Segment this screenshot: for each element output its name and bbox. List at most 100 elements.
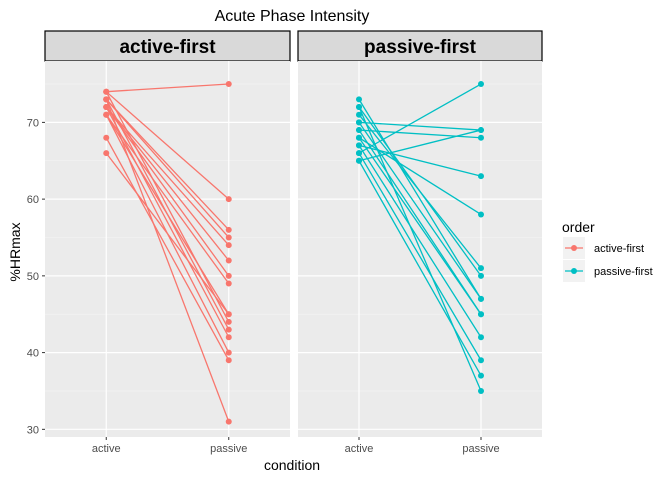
data-point [225, 326, 232, 333]
data-point [356, 157, 362, 164]
data-point [478, 334, 484, 341]
subject-line [105, 98, 230, 238]
data-point [225, 257, 232, 264]
strip-label: passive-first [364, 37, 477, 58]
chart-title: Acute Phase Intensity [215, 8, 370, 25]
legend-label: active-first [594, 243, 644, 255]
series-points [356, 81, 484, 394]
series-points [103, 81, 232, 425]
data-point [356, 119, 362, 126]
data-point [225, 311, 232, 318]
x-tick-label: active [345, 443, 374, 455]
y-tick-label: 50 [27, 271, 39, 283]
subject-line [105, 152, 230, 315]
subject-line [358, 83, 482, 154]
subject-line [105, 91, 230, 323]
data-point [478, 265, 484, 272]
data-point [225, 234, 232, 241]
data-point [478, 173, 484, 180]
data-point [478, 387, 484, 394]
y-tick-label: 40 [27, 348, 39, 360]
data-point [103, 88, 110, 95]
y-tick-label: 70 [27, 117, 39, 129]
subject-line [358, 121, 482, 131]
subject-line [105, 106, 230, 277]
x-tick-label: passive [462, 443, 499, 455]
panel-active-first: active-first active passive [44, 30, 291, 455]
data-point [225, 280, 232, 287]
data-point [478, 372, 484, 379]
legend-entry: active-first [563, 237, 644, 259]
x-tick-label: active [92, 443, 121, 455]
data-point [356, 142, 362, 149]
series-lines [358, 83, 482, 392]
data-point [103, 111, 110, 118]
subject-line [358, 122, 482, 300]
data-point [103, 104, 110, 111]
data-point [478, 134, 484, 141]
data-point [478, 127, 484, 134]
data-point [225, 81, 232, 88]
y-axis-label: %HRmax [7, 222, 23, 281]
subject-line [358, 106, 482, 392]
subject-line [105, 137, 230, 361]
legend-entry: passive-first [563, 260, 653, 282]
data-point [356, 104, 362, 111]
panels-layer: active-first active passive passive-first ac… [27, 30, 543, 455]
data-point [356, 150, 362, 157]
data-point [225, 334, 232, 341]
subject-line [105, 99, 230, 422]
subject-line [105, 106, 230, 338]
data-point [356, 134, 362, 141]
data-point [356, 111, 362, 118]
data-point [225, 418, 232, 425]
data-point [103, 150, 110, 157]
data-point [103, 134, 110, 141]
legend-label: passive-first [594, 266, 653, 278]
subject-line [358, 129, 482, 139]
subject-line [105, 98, 230, 231]
data-point [478, 357, 484, 364]
subject-line [105, 106, 230, 261]
data-point [225, 272, 232, 279]
legend-key-point [571, 268, 577, 274]
data-point [103, 96, 110, 103]
x-axis-label: condition [264, 457, 320, 473]
data-point [225, 196, 232, 203]
panel-passive-first: passive-first active passive [297, 30, 543, 455]
subject-line [105, 99, 230, 330]
series-lines [105, 83, 230, 422]
data-point [478, 211, 484, 218]
strip-box [44, 30, 291, 62]
legend: order active-first passive-first [562, 219, 653, 282]
subject-line [358, 99, 482, 300]
subject-line [358, 129, 482, 162]
x-tick-label: passive [210, 443, 247, 455]
data-point [225, 318, 232, 325]
subject-line [105, 114, 230, 284]
subject-line [358, 137, 482, 315]
data-point [356, 96, 362, 103]
subject-line [358, 145, 482, 338]
legend-key-point [571, 245, 577, 251]
y-axis: 30 40 50 60 70 [27, 117, 45, 436]
subject-line [358, 152, 482, 361]
y-tick-label: 30 [27, 424, 39, 436]
legend-title: order [562, 219, 595, 235]
data-point [356, 127, 362, 134]
data-point [478, 295, 484, 302]
subject-line [358, 160, 482, 376]
subject-line [358, 106, 482, 277]
subject-line [106, 83, 229, 93]
strip-label: active-first [119, 37, 216, 58]
data-point [225, 242, 232, 249]
y-tick-label: 60 [27, 194, 39, 206]
data-point [478, 272, 484, 279]
subject-line [105, 91, 230, 200]
subject-line [358, 137, 482, 216]
data-point [225, 357, 232, 364]
data-point [478, 81, 484, 88]
data-point [225, 349, 232, 356]
